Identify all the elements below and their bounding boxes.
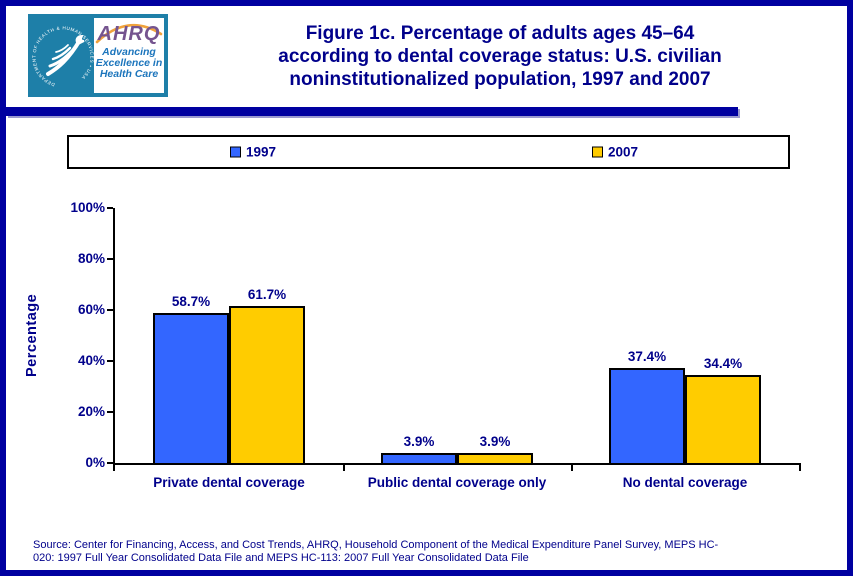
x-tick-mark: [799, 465, 801, 471]
figure-title: Figure 1c. Percentage of adults ages 45–…: [180, 22, 820, 91]
category-label: No dental coverage: [622, 475, 748, 490]
category-label: Public dental coverage only: [367, 475, 547, 490]
bar-value-label: 34.4%: [703, 356, 743, 372]
x-tick-mark: [113, 465, 115, 471]
y-tick-label: 100%: [70, 200, 105, 215]
y-axis-title: Percentage: [24, 293, 40, 378]
bar-1997-private-dental-coverage: [153, 313, 229, 463]
plot-area: 0% 20% 40% 60% 80% 100% 58.7% 61.7% Private dent…: [70, 200, 801, 490]
legend-swatch-icon: [592, 146, 603, 158]
source-note: Source: Center for Financing, Access, an…: [33, 539, 833, 565]
legend-item-2007: 2007: [592, 145, 638, 160]
bar-2007-private-dental-coverage: [229, 305, 305, 463]
y-tick-mark: [107, 411, 113, 413]
bar-value-label: 3.9%: [403, 434, 435, 450]
source-line: Source: Center for Financing, Access, an…: [33, 539, 719, 551]
x-tick-mark: [571, 465, 573, 471]
y-tick-mark: [107, 462, 113, 464]
y-tick-mark: [107, 207, 113, 209]
bar-2007-no-dental-coverage: [685, 375, 761, 463]
bar-1997-public-dental-coverage-only: [381, 453, 457, 463]
category-label: Private dental coverage: [153, 475, 305, 490]
y-tick-label: 60%: [77, 302, 105, 317]
y-tick-label: 0%: [85, 455, 105, 470]
hhs-eagle-icon: [46, 34, 85, 76]
legend-item-1997: 1997: [230, 145, 276, 160]
ahrq-logo-panel: AHRQ Advancing Excellence in Health Care: [94, 18, 164, 93]
bar-value-label: 3.9%: [479, 434, 511, 450]
y-tick-label: 80%: [77, 251, 105, 266]
figure-title-line: noninstitutionalized population, 1997 an…: [289, 69, 711, 90]
chart-legend: 1997 2007: [67, 135, 790, 169]
legend-swatch-icon: [230, 146, 241, 158]
y-tick-label: 20%: [77, 404, 105, 419]
hhs-seal-text: DEPARTMENT OF HEALTH & HUMAN SERVICES • …: [32, 25, 94, 87]
svg-text:DEPARTMENT OF HEALTH & HUMAN S: DEPARTMENT OF HEALTH & HUMAN SERVICES • …: [32, 25, 94, 87]
figure-title-line: Figure 1c. Percentage of adults ages 45–…: [305, 23, 695, 44]
bar-value-label: 37.4%: [627, 348, 667, 364]
y-tick-mark: [107, 360, 113, 362]
bar-1997-no-dental-coverage: [609, 367, 685, 463]
ahrq-wordmark: AHRQ: [97, 23, 161, 45]
ahrq-tagline: Advancing Excellence in Health Care: [94, 47, 164, 80]
bar-value-label: 58.7%: [171, 294, 211, 310]
x-tick-mark: [343, 465, 345, 471]
header-divider: [6, 107, 738, 116]
ahrq-arc-icon: [95, 23, 163, 44]
hhs-seal-icon: DEPARTMENT OF HEALTH & HUMAN SERVICES • …: [32, 18, 94, 93]
figure-title-line: according to dental coverage status: U.S…: [278, 46, 722, 67]
ahrq-hhs-logo: DEPARTMENT OF HEALTH & HUMAN SERVICES • …: [28, 14, 168, 97]
bar-value-label: 61.7%: [247, 286, 287, 302]
tagline-line: Excellence in: [95, 57, 163, 69]
y-tick-mark: [107, 258, 113, 260]
source-line: 020: 1997 Full Year Consolidated Data Fi…: [33, 552, 529, 564]
y-tick-mark: [107, 309, 113, 311]
bar-2007-public-dental-coverage-only: [457, 453, 533, 463]
tagline-line: Health Care: [99, 68, 159, 80]
legend-label: 1997: [246, 144, 277, 160]
tagline-line: Advancing: [102, 46, 156, 58]
y-tick-label: 40%: [77, 353, 105, 368]
legend-label: 2007: [608, 144, 639, 160]
